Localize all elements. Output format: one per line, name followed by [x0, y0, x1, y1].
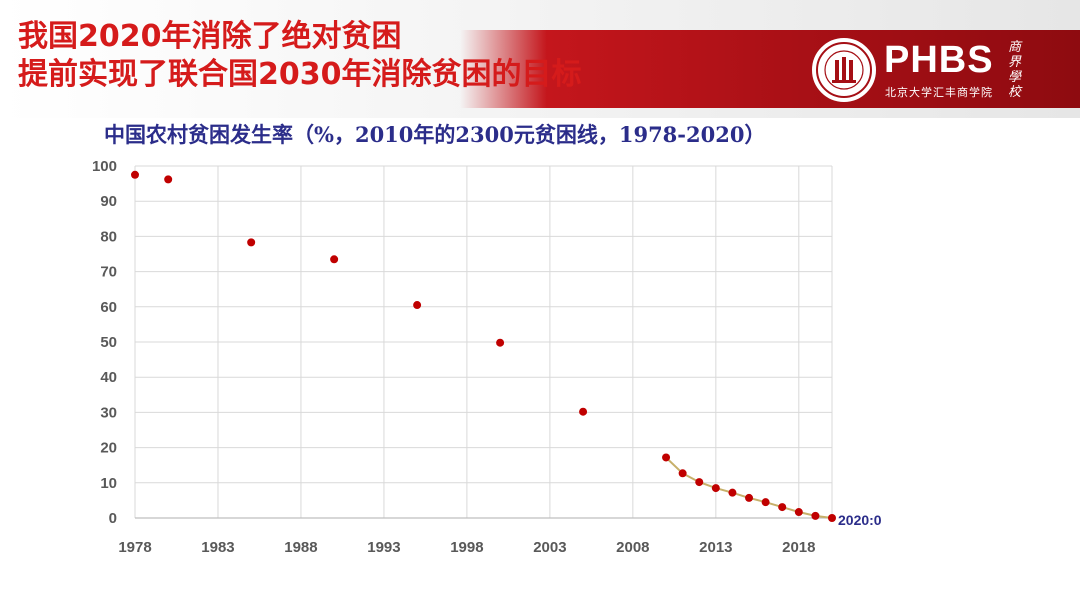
data-labels: 2020:0: [838, 512, 882, 528]
data-point-2017: [778, 503, 787, 512]
y-tick-label: 10: [100, 475, 117, 492]
y-tick-label: 60: [100, 299, 117, 316]
x-tick-label: 1988: [284, 539, 317, 556]
y-tick-label: 80: [100, 228, 117, 245]
data-point-2010: [662, 453, 671, 462]
x-tick-label: 2003: [533, 539, 566, 556]
data-point-2016: [761, 498, 770, 507]
y-axis-ticks: 0 10 20 30 40 50 60 70 80 90 100: [92, 158, 117, 527]
data-point-2012: [695, 478, 704, 487]
data-point-2015: [745, 493, 754, 502]
y-tick-label: 20: [100, 440, 117, 457]
slide-title-line-2: 提前实现了联合国2030年消除贫困的目标: [18, 57, 582, 92]
x-tick-label: 1998: [450, 539, 483, 556]
x-tick-label: 1978: [118, 539, 151, 556]
university-seal-icon: [812, 38, 876, 102]
y-tick-label: 50: [100, 334, 117, 351]
brand-banner: [460, 30, 1080, 108]
data-point-2013: [711, 484, 720, 493]
brand-name: PHBS: [884, 39, 994, 81]
phbs-logo: PHBS 北京大学汇丰商学院 商界學校: [812, 38, 1074, 106]
data-point-2020: [828, 514, 836, 522]
end-value-label: 2020:0: [838, 512, 882, 528]
x-tick-label: 1983: [201, 539, 234, 556]
chart-grid: [134, 165, 833, 519]
data-point-2000: [496, 338, 505, 347]
brand-subtitle: 北京大学汇丰商学院: [885, 86, 993, 99]
y-tick-label: 30: [100, 404, 117, 421]
data-point-1985: [247, 238, 256, 247]
x-axis-ticks: 1978 1983 1988 1993 1998 2003 2008 2013 2018: [118, 539, 815, 556]
chart-title: 中国农村贫困发生率（%，2010年的2300元贫困线，1978-2020）: [104, 122, 766, 147]
trend-line-group: [665, 456, 833, 519]
data-point-1995: [413, 301, 422, 310]
y-tick-label: 40: [100, 369, 117, 386]
trend-line: [665, 456, 833, 519]
slide-title-line-1: 我国2020年消除了绝对贫困: [18, 19, 402, 54]
data-point-1978: [131, 170, 139, 179]
x-tick-label: 2008: [616, 539, 649, 556]
calligraphy-motto: 商界學校: [1008, 40, 1022, 100]
y-tick-label: 90: [100, 193, 117, 210]
data-point-1990: [330, 255, 339, 264]
data-point-2018: [794, 508, 803, 517]
data-points: [131, 170, 836, 522]
x-tick-label: 2018: [782, 539, 815, 556]
data-point-2019: [811, 511, 820, 520]
data-point-1980: [164, 175, 173, 184]
data-point-2014: [728, 488, 737, 497]
y-tick-label: 100: [92, 158, 117, 175]
x-tick-label: 2013: [699, 539, 732, 556]
data-point-2005: [579, 407, 588, 416]
y-tick-label: 0: [109, 510, 117, 527]
y-tick-label: 70: [100, 264, 117, 281]
data-point-2011: [678, 469, 687, 478]
x-tick-label: 1993: [367, 539, 400, 556]
